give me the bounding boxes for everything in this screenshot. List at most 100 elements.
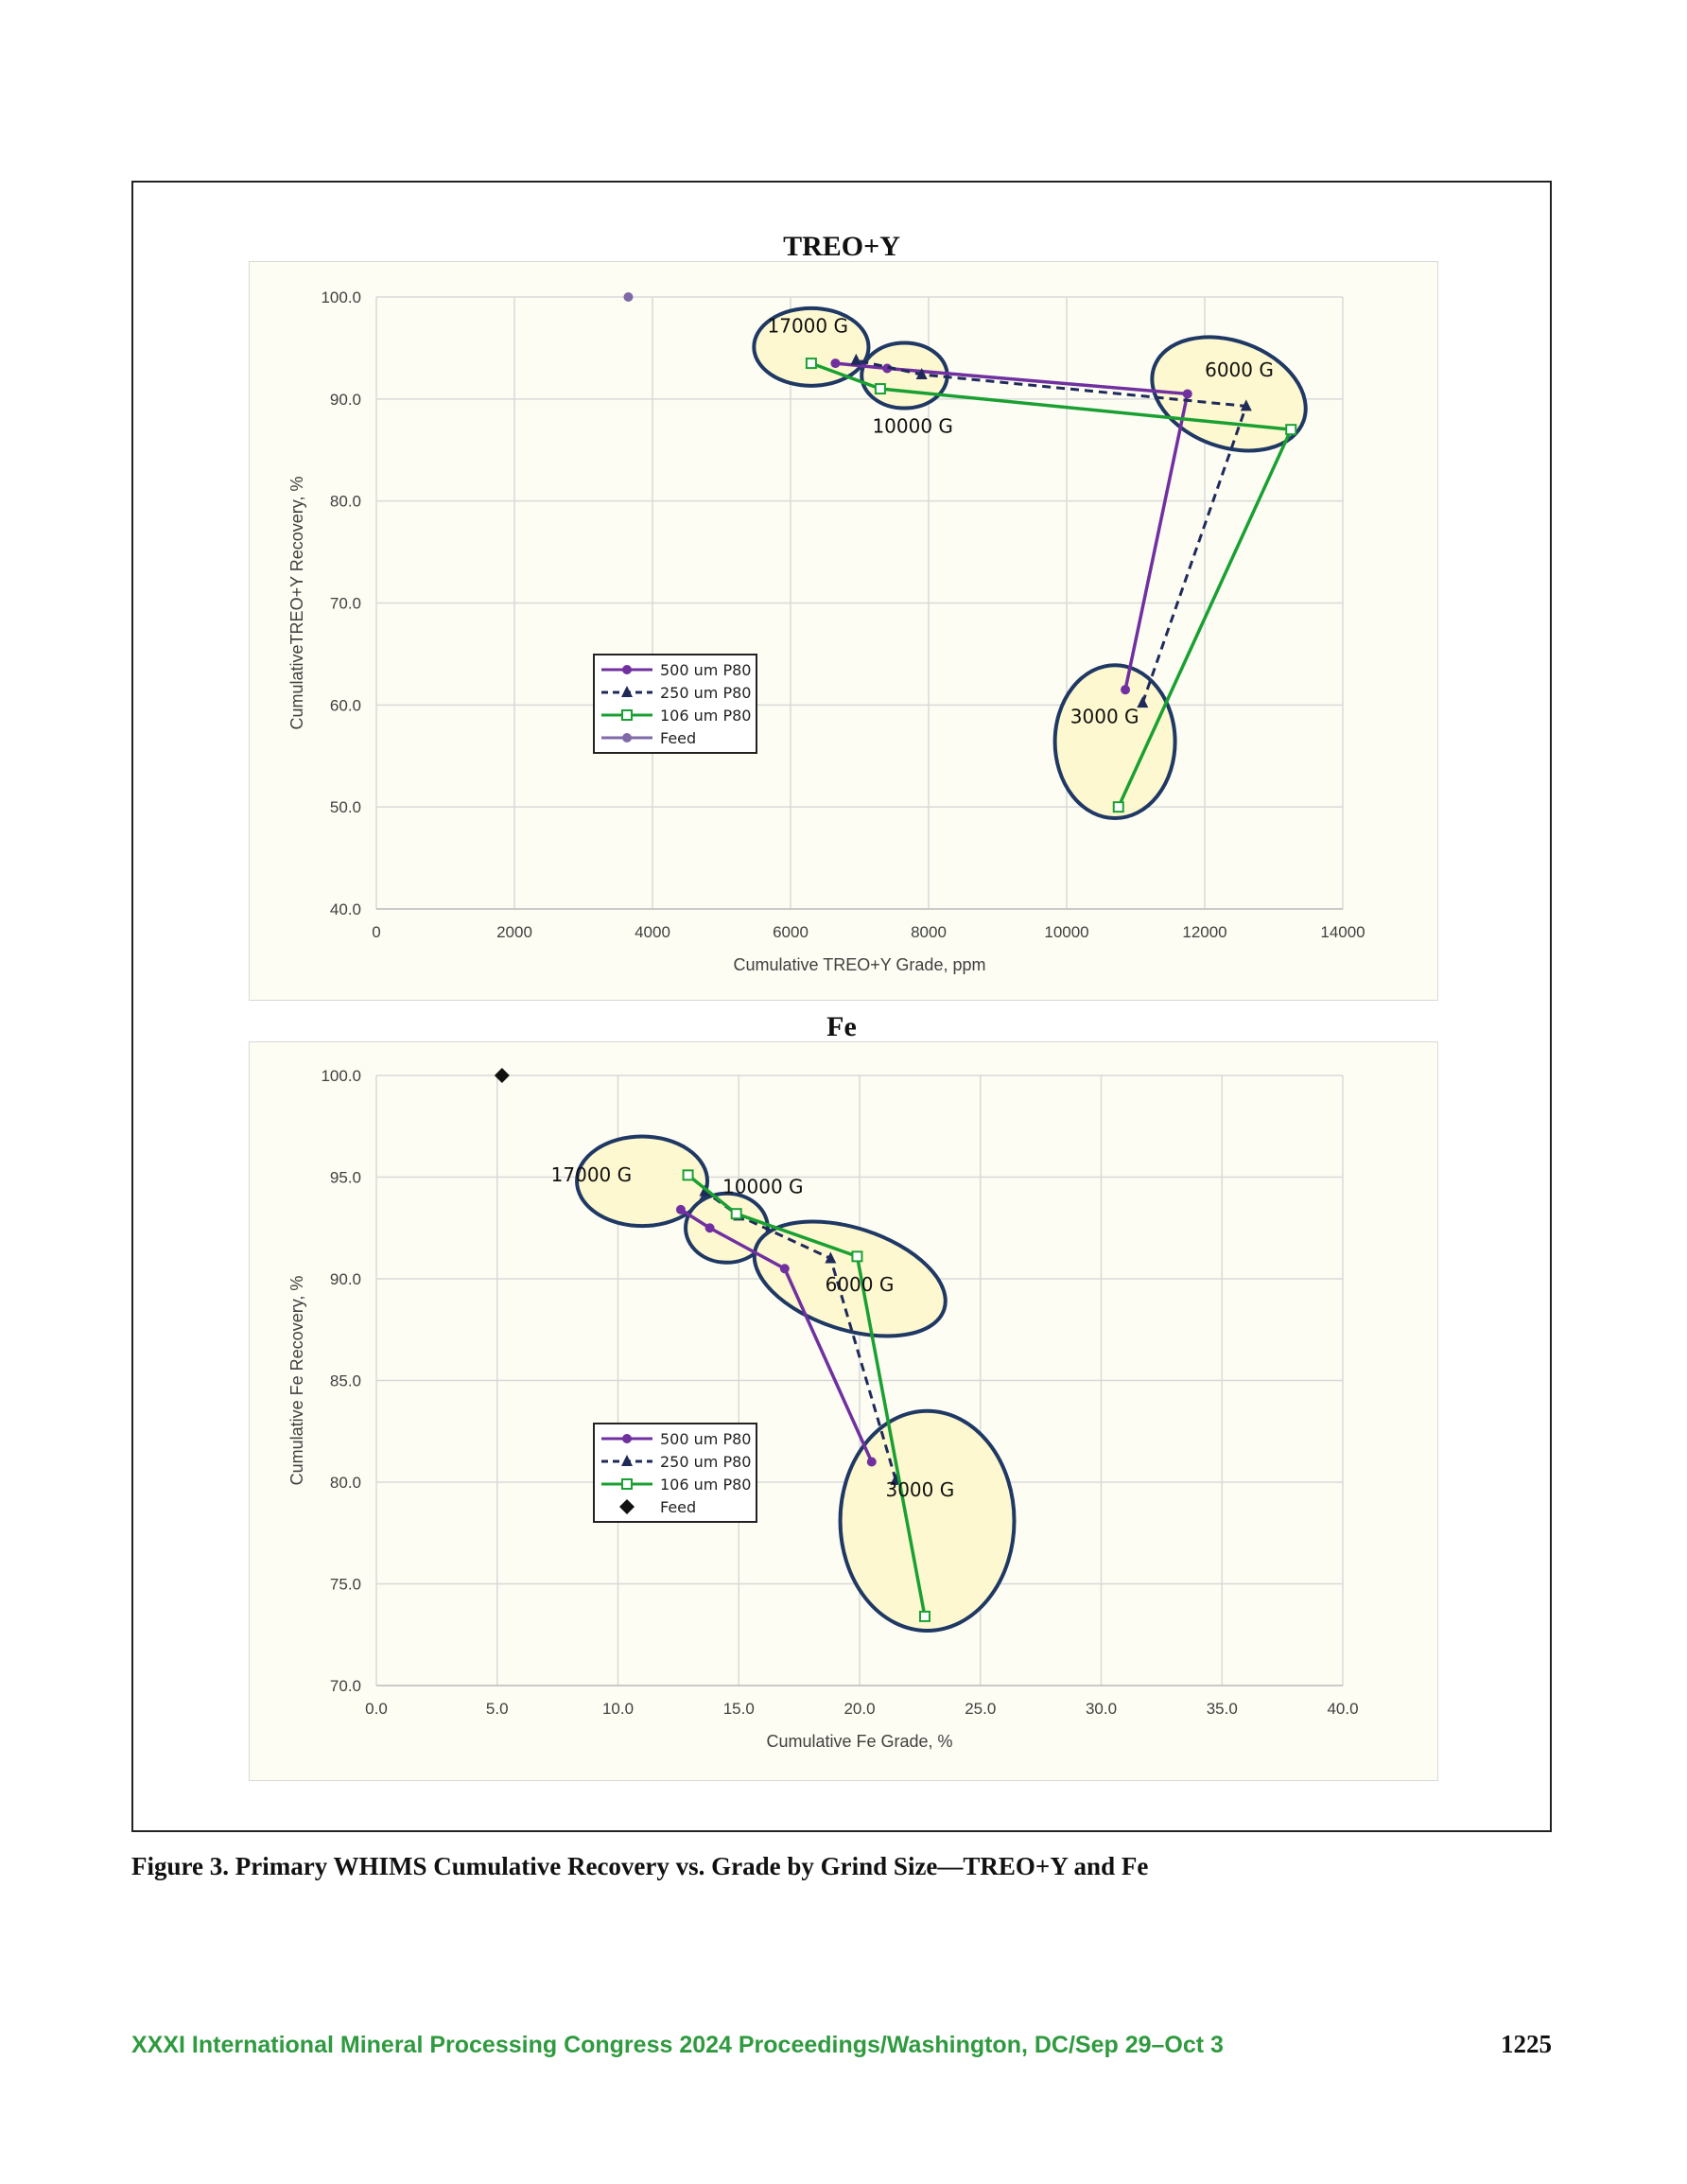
- legend-label-feed: Feed: [660, 729, 696, 747]
- data-point-500-um-p80: [882, 363, 893, 374]
- legend-label-250-um-p80: 250 um P80: [660, 1453, 751, 1471]
- data-point-500-um-p80: [830, 358, 841, 369]
- y-tick-label: 90.0: [330, 1270, 361, 1288]
- annotation-ellipse: [752, 306, 871, 388]
- data-point-500-um-p80: [675, 1204, 686, 1214]
- annotation-label: 10000 G: [722, 1176, 803, 1198]
- y-tick-label: 75.0: [330, 1576, 361, 1594]
- chart-title-fe: Fe: [826, 1011, 857, 1042]
- legend-label-500-um-p80: 500 um P80: [660, 661, 751, 679]
- legend-label-feed: Feed: [660, 1498, 696, 1516]
- y-tick-label: 90.0: [330, 391, 361, 409]
- annotation-ellipse: [838, 1408, 1017, 1633]
- data-point-106-um-p80: [851, 1250, 863, 1263]
- legend-marker-500-um-p80: [622, 665, 632, 674]
- data-point-250-um-p80: [1240, 399, 1252, 411]
- legend-marker-250-um-p80: [621, 686, 633, 697]
- x-axis-title: Cumulative TREO+Y Grade, ppm: [734, 955, 986, 974]
- x-tick-label: 35.0: [1207, 1700, 1238, 1718]
- legend-label-250-um-p80: 250 um P80: [660, 684, 751, 702]
- data-point-106-um-p80: [682, 1169, 694, 1181]
- annotation-ellipse: [575, 1134, 710, 1229]
- x-tick-label: 5.0: [486, 1700, 509, 1718]
- data-point-106-um-p80: [730, 1208, 742, 1220]
- annotation-label: 6000 G: [1205, 358, 1274, 381]
- x-tick-label: 0: [372, 923, 380, 941]
- x-tick-label: 12000: [1182, 923, 1226, 941]
- annotation-label: 10000 G: [872, 414, 952, 437]
- series-line-500-um-p80: [679, 1208, 874, 1463]
- legend-label-500-um-p80: 500 um P80: [660, 1430, 751, 1448]
- x-tick-label: 4000: [635, 923, 670, 941]
- chart-title-treo: TREO+Y: [783, 231, 900, 262]
- data-point-500-um-p80: [704, 1223, 715, 1233]
- y-tick-label: 70.0: [330, 595, 361, 613]
- annotation-label: 17000 G: [768, 315, 848, 338]
- legend-label-106-um-p80: 106 um P80: [660, 1476, 751, 1494]
- annotation-ellipse: [1052, 663, 1177, 821]
- x-tick-label: 10000: [1044, 923, 1088, 941]
- x-tick-label: 30.0: [1086, 1700, 1117, 1718]
- annotation-label: 6000 G: [826, 1273, 895, 1296]
- legend-marker-feed: [619, 1499, 635, 1514]
- x-tick-label: 0.0: [365, 1700, 388, 1718]
- series-line-250-um-p80: [704, 1190, 897, 1481]
- data-point-106-um-p80: [1285, 424, 1297, 436]
- x-tick-label: 15.0: [723, 1700, 755, 1718]
- y-tick-label: 80.0: [330, 1474, 361, 1492]
- series-line-250-um-p80: [856, 358, 1248, 704]
- series-line-106-um-p80: [687, 1173, 927, 1617]
- data-point-500-um-p80: [866, 1457, 877, 1467]
- series-line-106-um-p80: [810, 361, 1294, 808]
- y-tick-label: 80.0: [330, 493, 361, 511]
- plot-area-fe: [249, 1041, 1438, 1781]
- data-point-feed: [494, 1068, 510, 1083]
- x-tick-label: 20.0: [844, 1700, 875, 1718]
- annotation-label: 3000 G: [1070, 706, 1139, 728]
- legend-marker-feed: [622, 733, 632, 743]
- data-point-500-um-p80: [1182, 389, 1192, 399]
- y-axis-title: Cumulative Fe Recovery, %: [287, 1276, 306, 1486]
- data-point-106-um-p80: [805, 358, 817, 370]
- y-tick-label: 40.0: [330, 900, 361, 918]
- annotation-label: 17000 G: [551, 1163, 632, 1186]
- data-point-250-um-p80: [1137, 696, 1149, 708]
- figure-caption: Figure 3. Primary WHIMS Cumulative Recov…: [131, 1852, 1149, 1880]
- annotation-ellipse: [1150, 335, 1308, 453]
- data-point-106-um-p80: [874, 383, 886, 395]
- legend-marker-500-um-p80: [622, 1434, 632, 1443]
- data-point-106-um-p80: [1112, 801, 1124, 813]
- y-tick-label: 85.0: [330, 1372, 361, 1390]
- y-tick-label: 100.0: [321, 1067, 361, 1085]
- footer-proceedings-text: XXXI International Mineral Processing Co…: [131, 2032, 1224, 2058]
- series-line-500-um-p80: [835, 361, 1190, 690]
- x-tick-label: 8000: [911, 923, 947, 941]
- y-axis-title: CumulativeTREO+Y Recovery, %: [287, 477, 306, 730]
- y-tick-label: 70.0: [330, 1677, 361, 1695]
- y-tick-label: 95.0: [330, 1169, 361, 1187]
- y-tick-label: 50.0: [330, 798, 361, 816]
- x-tick-label: 6000: [773, 923, 809, 941]
- y-tick-label: 60.0: [330, 696, 361, 714]
- x-tick-label: 14000: [1320, 923, 1365, 941]
- data-point-106-um-p80: [918, 1610, 930, 1622]
- x-tick-label: 10.0: [602, 1700, 634, 1718]
- data-point-500-um-p80: [779, 1264, 790, 1274]
- legend-marker-250-um-p80: [621, 1455, 633, 1466]
- x-axis-title: Cumulative Fe Grade, %: [766, 1732, 952, 1751]
- page-number: 1225: [1501, 2030, 1552, 2058]
- legend-marker-106-um-p80: [621, 1478, 633, 1490]
- data-point-250-um-p80: [915, 367, 928, 379]
- legend-label-106-um-p80: 106 um P80: [660, 707, 751, 725]
- data-point-500-um-p80: [1121, 685, 1131, 695]
- x-tick-label: 2000: [496, 923, 532, 941]
- legend-marker-106-um-p80: [621, 709, 633, 721]
- data-point-feed: [623, 292, 634, 302]
- y-tick-label: 100.0: [321, 288, 361, 306]
- annotation-label: 3000 G: [885, 1478, 954, 1501]
- x-tick-label: 25.0: [965, 1700, 996, 1718]
- data-point-250-um-p80: [825, 1251, 837, 1264]
- figure-frame: [131, 181, 1552, 1832]
- x-tick-label: 40.0: [1327, 1700, 1358, 1718]
